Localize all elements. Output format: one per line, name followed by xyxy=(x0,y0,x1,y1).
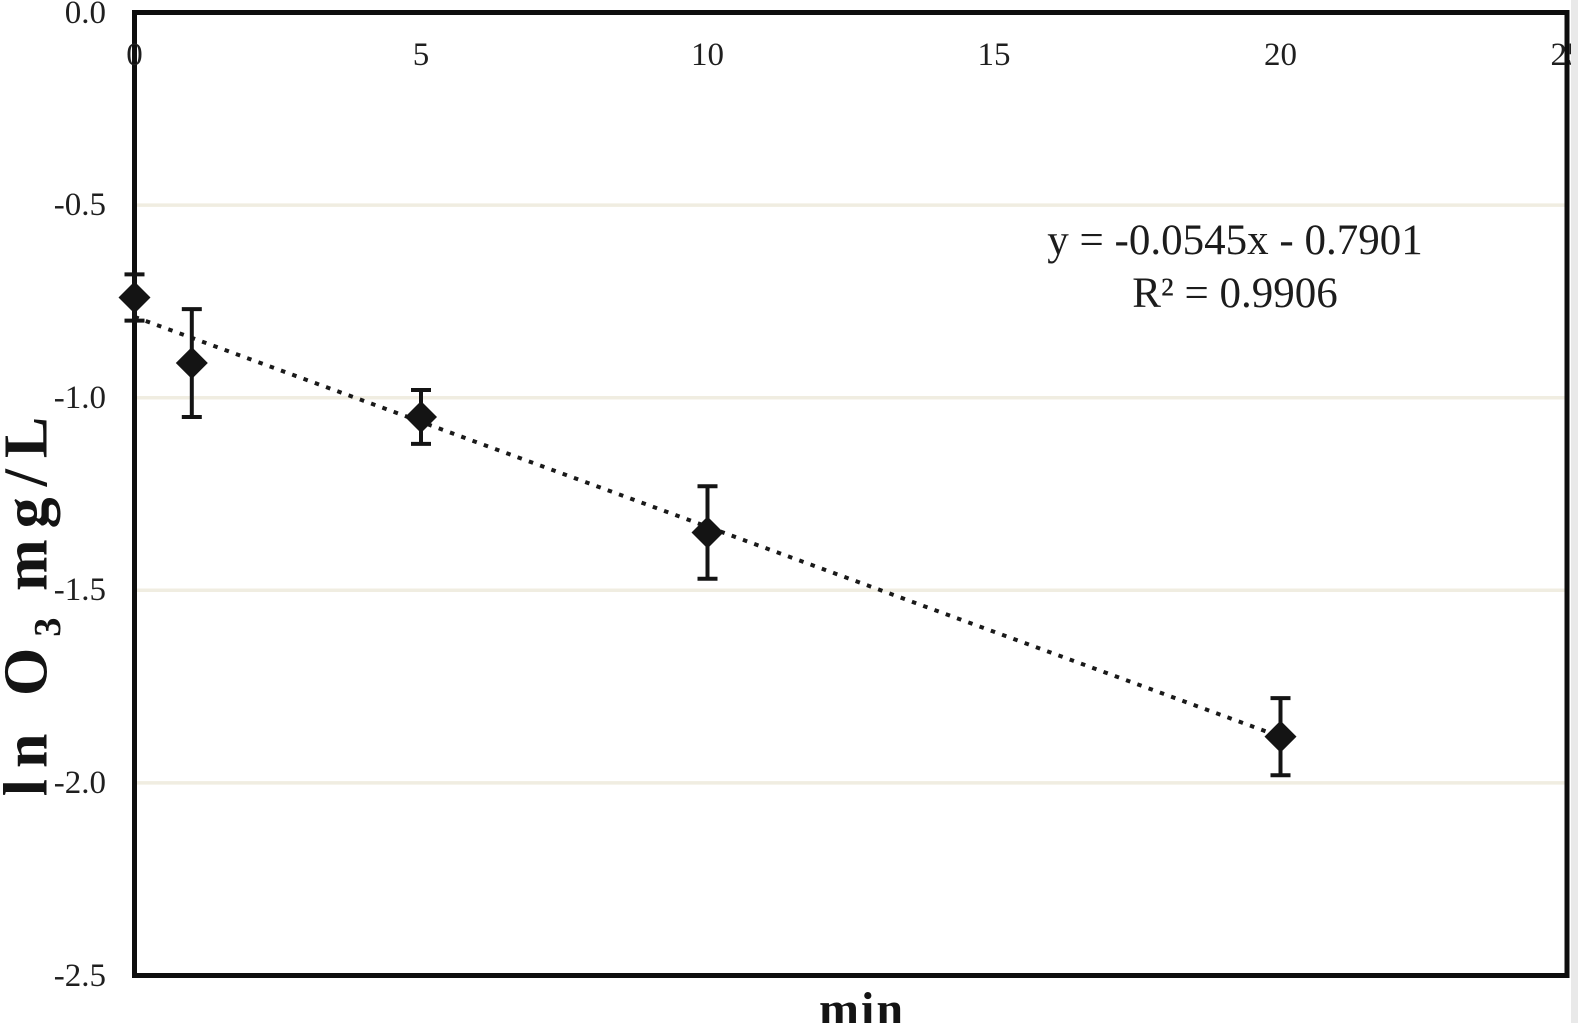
data-point-marker xyxy=(118,281,151,314)
y-tick-label: -2.0 xyxy=(53,764,106,801)
plot-border xyxy=(132,10,1570,978)
data-point-marker xyxy=(691,516,724,549)
trendline-annotation: y = -0.0545x - 0.7901 R² = 0.9906 xyxy=(1047,214,1422,320)
image-edge-artifact xyxy=(1571,0,1578,1023)
x-tick-label: 20 xyxy=(1264,37,1297,73)
y-tick-label: -2.5 xyxy=(53,957,106,994)
data-point-marker xyxy=(405,400,437,433)
r-squared-text: R² = 0.9906 xyxy=(1132,270,1338,317)
y-tick-label: -1.5 xyxy=(53,572,106,609)
y-axis-title-post: mg/L xyxy=(0,405,61,592)
x-axis-title: min xyxy=(818,983,906,1023)
y-axis-title-pre: ln O xyxy=(0,637,61,797)
data-point-marker xyxy=(175,347,208,380)
data-point-marker xyxy=(1264,720,1297,753)
y-axis-title-subscript: 3 xyxy=(26,617,69,637)
y-tick-label: 0.0 xyxy=(64,0,106,31)
x-tick-label: 0 xyxy=(126,37,143,73)
trendline-equation-text: y = -0.0545x - 0.7901 xyxy=(1047,217,1423,264)
y-tick-label: -1.0 xyxy=(53,379,106,416)
x-tick-label: 15 xyxy=(977,37,1011,73)
y-tick-label: -0.5 xyxy=(53,187,106,224)
x-tick-label: 10 xyxy=(691,37,724,73)
y-axis-title: ln O3 mg/L xyxy=(0,405,69,797)
x-tick-label: 5 xyxy=(412,37,430,73)
